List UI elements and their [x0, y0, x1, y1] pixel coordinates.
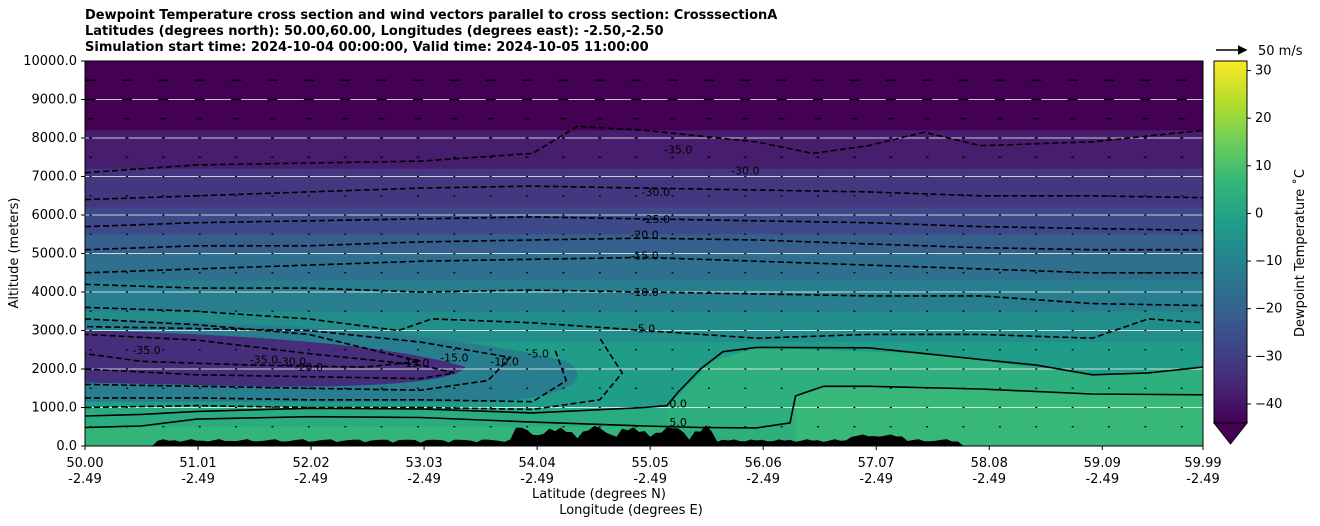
- y-tick-label: 0.0: [56, 439, 77, 454]
- x-tick-label-lon: -2.49: [1186, 472, 1220, 487]
- y-tick-label: 6000.0: [32, 208, 78, 223]
- x-tick-label-lon: -2.49: [972, 472, 1006, 487]
- x-tick-label-lon: -2.49: [1085, 472, 1119, 487]
- contour-dashed-minus30: [85, 185, 1203, 201]
- contour-solid-0: [85, 346, 1203, 417]
- y-tick-label: 9000.0: [32, 93, 78, 108]
- y-axis-label: Altitude (meters): [7, 198, 22, 309]
- y-axis: 0.0 1000.0 2000.0 3000.0 4000.0 5000.0 6000.0 7…: [23, 54, 85, 454]
- contour-label: -20.0: [630, 228, 658, 241]
- contour-dashed-minus5: [85, 337, 624, 411]
- x-tick-label-lon: -2.49: [68, 472, 102, 487]
- contour-label: -5.0: [634, 323, 655, 336]
- colorbar-body: [1213, 60, 1248, 424]
- colorbar-tick-label: −40: [1255, 397, 1282, 412]
- contour-label: -35.0: [664, 144, 692, 157]
- moist-core: [795, 386, 1203, 446]
- colorbar-extend-min: [1212, 422, 1249, 445]
- quiver-key: 50 m/s: [1216, 44, 1303, 59]
- x-tick-label-lat: 58.08: [971, 456, 1008, 471]
- colorbar-tick-label: 20: [1255, 111, 1272, 126]
- contour-dashed-minus5: [85, 306, 1203, 340]
- x-tick-label-lon: -2.49: [633, 472, 667, 487]
- x-tick-label-lat: 56.06: [745, 456, 782, 471]
- contour-label: 0.0: [669, 398, 687, 411]
- contour-label: -35.0: [250, 353, 278, 366]
- x-axis: 50.00-2.4951.01-2.4952.02-2.4953.03-2.49…: [66, 446, 1222, 487]
- x-axis-label-line-2: Longitude (degrees E): [559, 503, 703, 518]
- terrain: [85, 425, 1203, 446]
- contour-label: -5.0: [528, 348, 549, 361]
- x-tick-label-lat: 55.05: [632, 456, 669, 471]
- x-tick-label-lon: -2.49: [181, 472, 215, 487]
- x-tick-label-lon: -2.49: [520, 472, 554, 487]
- contour-dashed-minus20: [85, 237, 1203, 251]
- contour-label: -20.0: [295, 361, 323, 374]
- colorbar-tick-label: 10: [1255, 159, 1272, 174]
- contour-label: -15.0: [440, 351, 468, 364]
- terrain-silhouette: [85, 425, 1203, 446]
- contour-labels: -35.0-30.0-30.0-25.0-20.0-15.0-10.0-5.0-…: [132, 144, 759, 430]
- contour-solid-5: [85, 385, 1203, 429]
- contour-dashed-minus30: [85, 333, 455, 380]
- dry-pocket-core: [85, 330, 466, 387]
- x-tick-label-lon: -2.49: [859, 472, 893, 487]
- colorbar-tick-label: −30: [1255, 349, 1282, 364]
- x-tick-label-lat: 54.04: [519, 456, 556, 471]
- contour-dashed-minus10: [85, 283, 1203, 307]
- x-tick-label-lat: 59.09: [1084, 456, 1121, 471]
- colorbar-tick-label: −10: [1255, 254, 1282, 269]
- contour-label: -35.0: [132, 344, 160, 357]
- x-tick-label-lat: 59.99: [1184, 456, 1221, 471]
- x-tick-label-lon: -2.49: [294, 472, 328, 487]
- y-tick-label: 4000.0: [32, 285, 78, 300]
- contour-label: -10.0: [490, 355, 518, 368]
- colorbar: 30 20 10 0 −10 −20 −30 −40: [1212, 60, 1282, 445]
- x-tick-label-lon: -2.49: [746, 472, 780, 487]
- contour-label: -15.0: [401, 357, 429, 370]
- x-tick-label-lat: 57.07: [858, 456, 895, 471]
- y-tick-label: 2000.0: [32, 362, 78, 377]
- contour-label: -30.0: [278, 355, 306, 368]
- chart-title-line-1: Dewpoint Temperature cross section and w…: [85, 8, 778, 23]
- contour-dashed-minus35: [85, 125, 1203, 174]
- contour-label: 5.0: [669, 416, 687, 429]
- dewpoint-contours: [85, 125, 1203, 429]
- quiver-key-label: 50 m/s: [1258, 44, 1303, 59]
- y-tick-label: 8000.0: [32, 131, 78, 146]
- contour-dashed-minus20: [85, 325, 512, 392]
- y-tick-label: 7000.0: [32, 170, 78, 185]
- contour-label: -15.0: [630, 249, 658, 262]
- colorbar-tick-label: −20: [1255, 302, 1282, 317]
- x-tick-label-lat: 50.00: [66, 456, 103, 471]
- y-tick-label: 10000.0: [23, 54, 77, 69]
- contour-label: -10.0: [630, 286, 658, 299]
- colorbar-label: Dewpoint Temperature ˚C: [1292, 169, 1308, 337]
- y-tick-label: 1000.0: [32, 401, 78, 416]
- x-tick-label-lat: 51.01: [179, 456, 216, 471]
- contour-label: -30.0: [731, 165, 759, 178]
- y-tick-label: 5000.0: [32, 247, 78, 262]
- chart-title-line-3: Simulation start time: 2024-10-04 00:00:…: [85, 40, 649, 55]
- wind-vectors: [85, 79, 1187, 428]
- contour-dashed-minus25: [85, 216, 1203, 232]
- x-axis-label-line-1: Latitude (degrees N): [532, 487, 666, 502]
- x-tick-label-lat: 52.02: [292, 456, 329, 471]
- contour-label: -25.0: [642, 213, 670, 226]
- contour-dashed-minus10: [85, 349, 568, 403]
- x-tick-label-lon: -2.49: [407, 472, 441, 487]
- colorbar-tick-label: 30: [1255, 64, 1272, 79]
- chart-title-line-2: Latitudes (degrees north): 50.00,60.00, …: [85, 24, 664, 39]
- x-tick-label-lat: 53.03: [405, 456, 442, 471]
- colorbar-tick-label: 0: [1255, 206, 1263, 221]
- contour-label: -30.0: [642, 186, 670, 199]
- contour-dashed-minus15: [85, 256, 1203, 274]
- contour-dashed-minus35: [85, 318, 421, 368]
- y-tick-label: 3000.0: [32, 324, 78, 339]
